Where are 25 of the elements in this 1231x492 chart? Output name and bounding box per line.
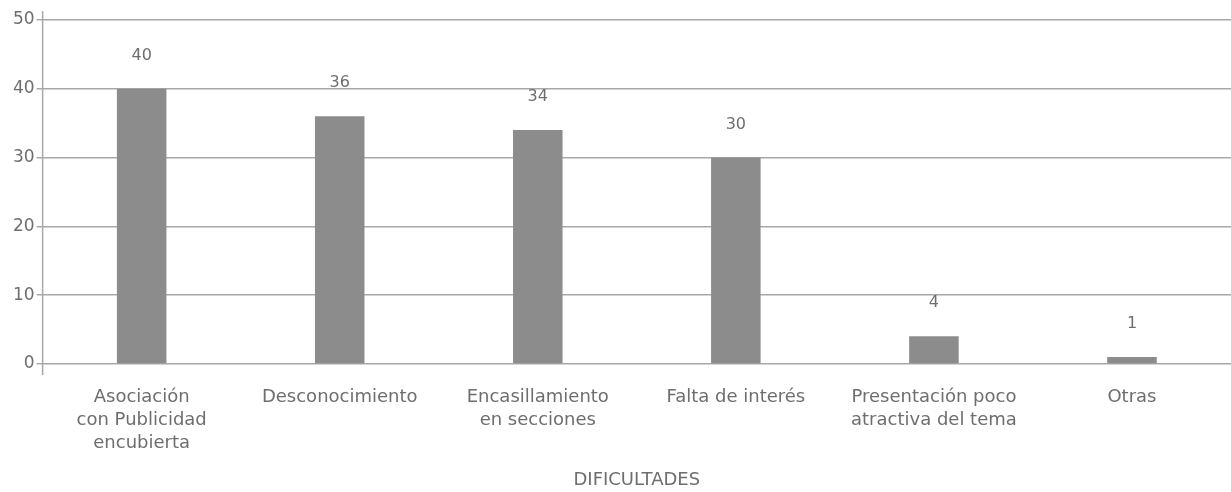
bar <box>1107 357 1157 364</box>
data-label: 4 <box>928 292 939 312</box>
bar <box>116 88 167 364</box>
y-tick-label: 50 <box>12 8 35 29</box>
x-axis-title: DIFICULTADES <box>573 468 701 489</box>
bar <box>909 336 959 364</box>
y-tick-label: 40 <box>12 77 35 98</box>
data-label: 30 <box>725 113 747 133</box>
x-tick-label: Encasillamiento en secciones <box>466 385 609 430</box>
bar <box>314 116 365 364</box>
bar <box>711 157 761 364</box>
data-label: 1 <box>1126 313 1138 332</box>
data-label: 34 <box>527 86 548 106</box>
y-tick-label: 20 <box>12 214 35 235</box>
x-tick-label: Falta de interés <box>666 385 806 407</box>
y-tick-label: 0 <box>23 352 35 373</box>
x-tick-label: Asociación con Publicidad encubierta <box>76 385 207 453</box>
y-tick-label: 10 <box>12 283 35 304</box>
data-label: 36 <box>329 72 350 92</box>
y-tick-label: 30 <box>12 145 35 166</box>
x-tick-label: Otras <box>1107 385 1157 407</box>
bar <box>513 130 563 364</box>
data-label: 40 <box>131 44 152 64</box>
x-tick-label: Presentación poco atractiva del tema <box>851 385 1017 430</box>
x-tick-label: Desconocimiento <box>261 385 418 407</box>
